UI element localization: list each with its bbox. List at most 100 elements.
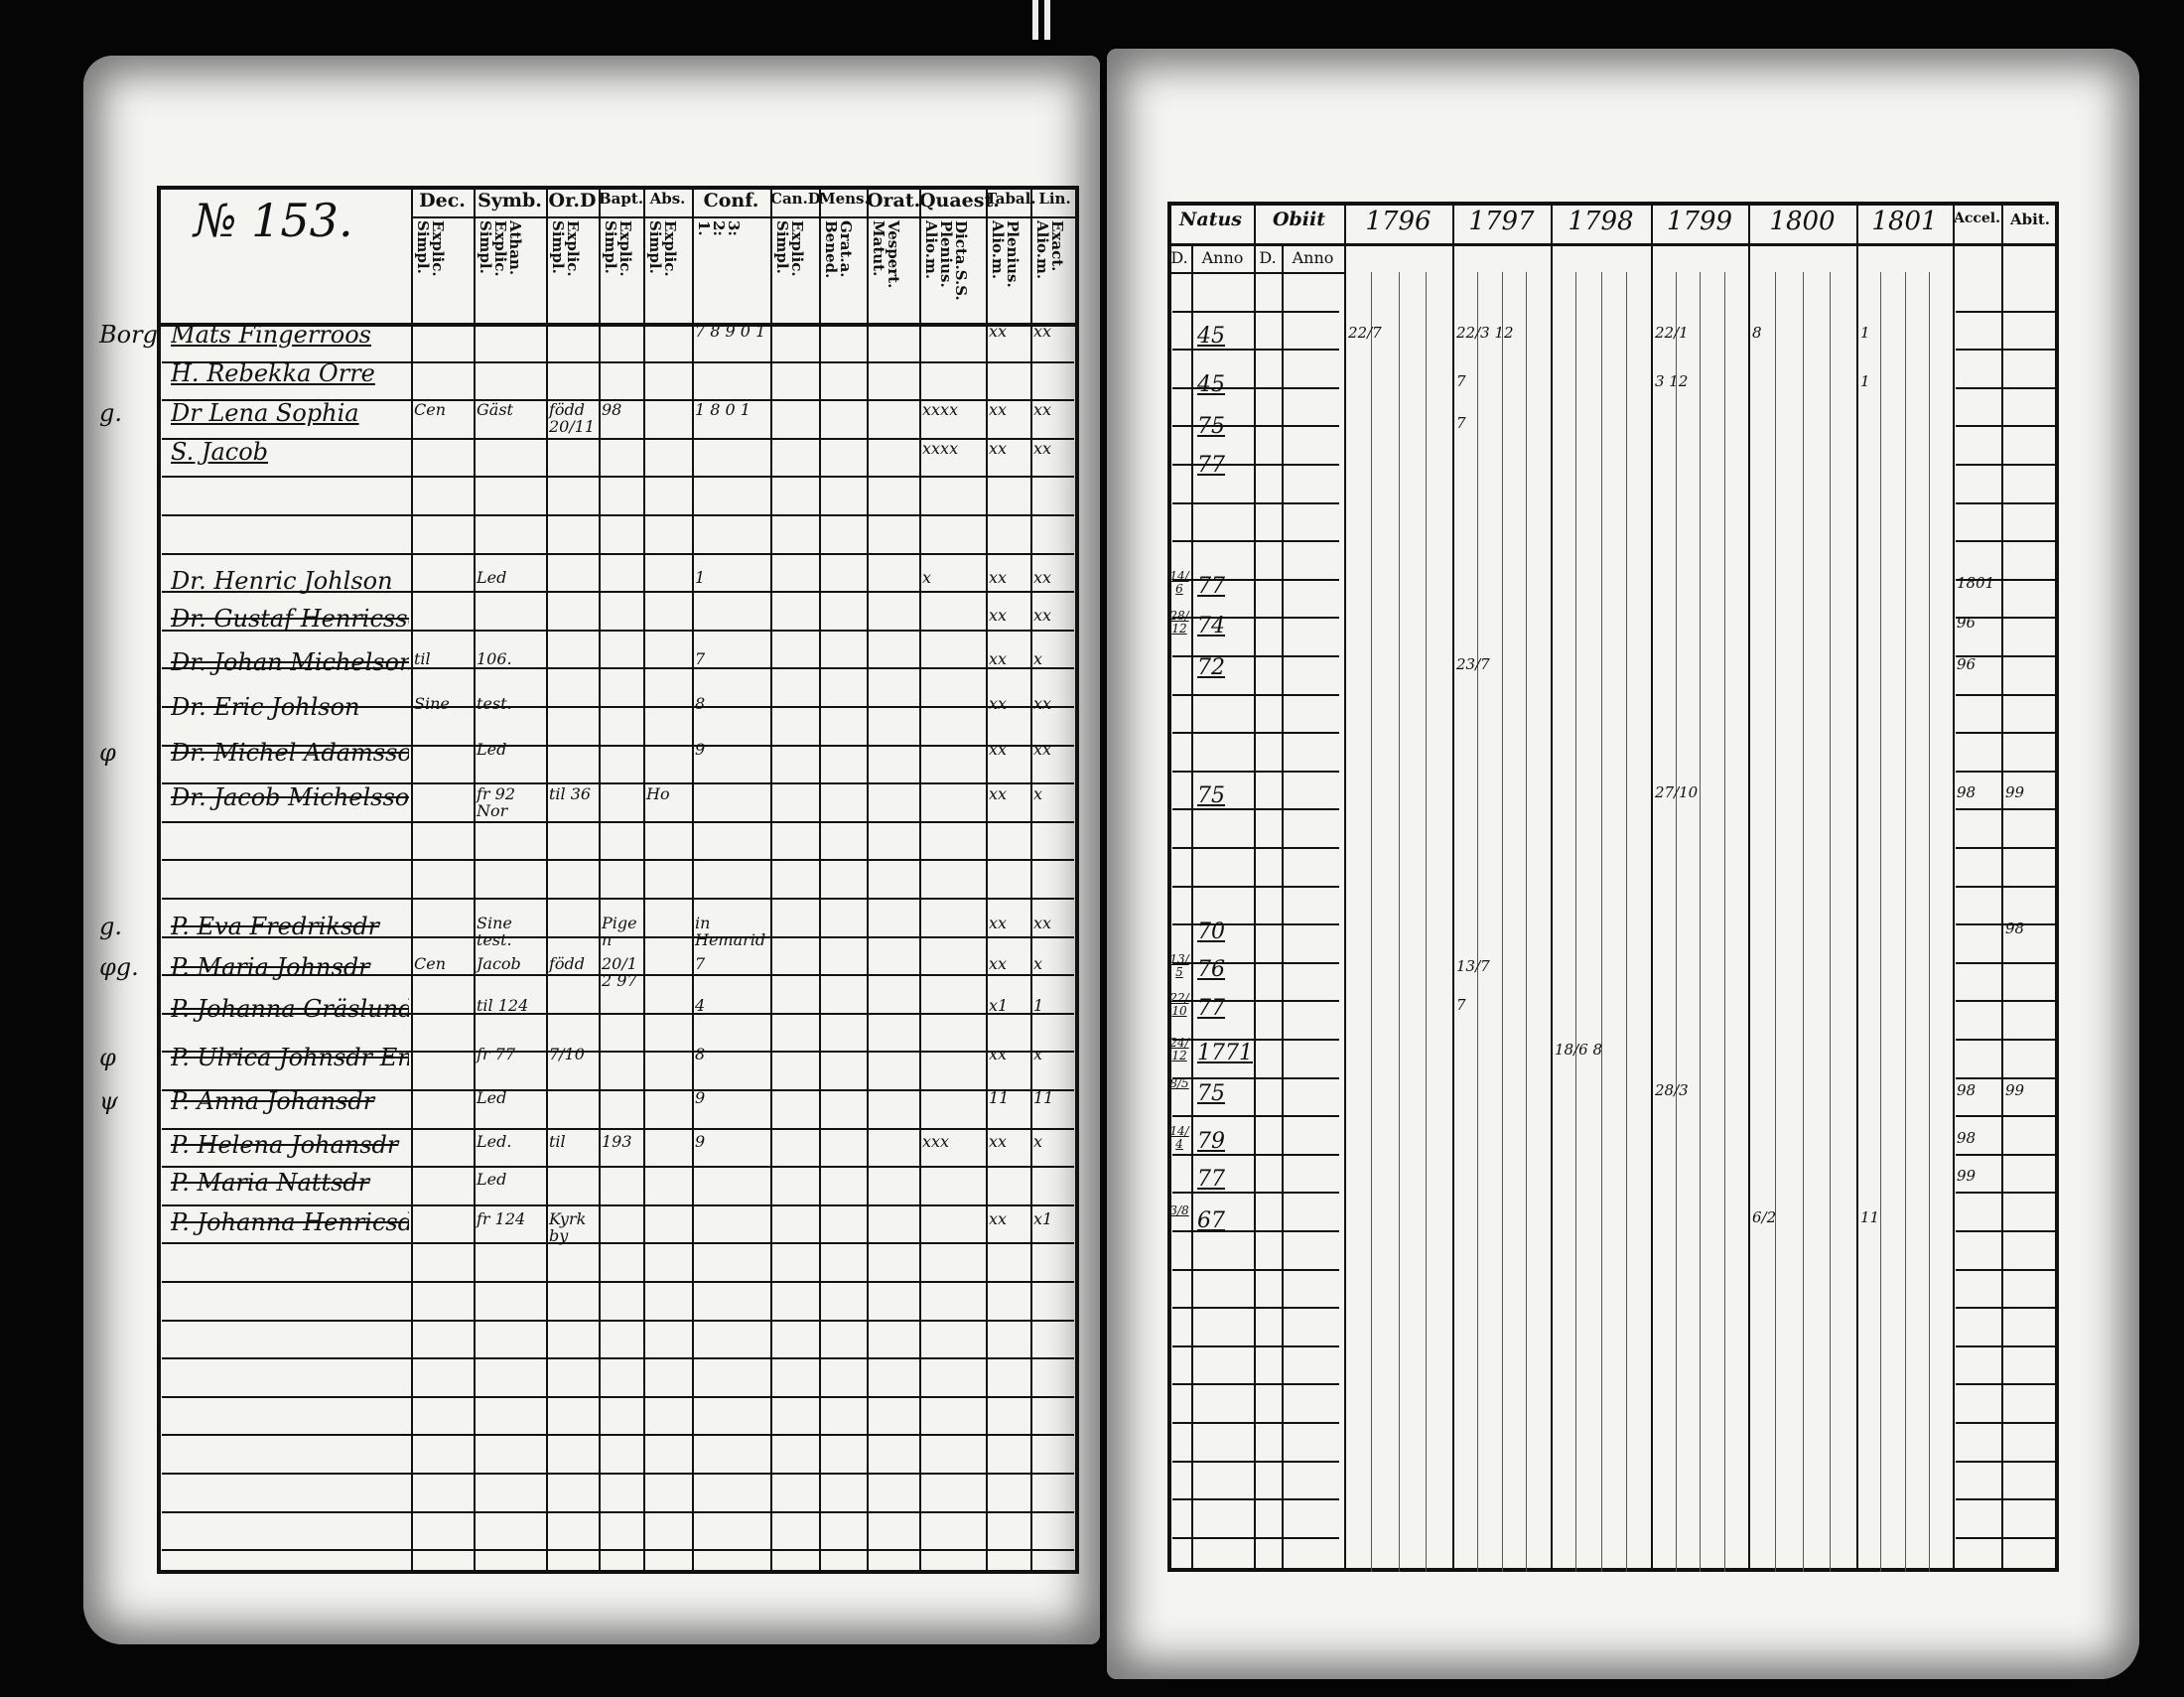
register-cell-entry: xxx [922,1132,950,1151]
birth-year: 75 [1197,1081,1225,1106]
rule-line [1956,425,2056,428]
rule-line [162,1357,1074,1360]
birth-year: 79 [1197,1129,1225,1154]
person-name: P. Maria Nattsdr [171,1169,370,1197]
rule-line [1172,1383,1339,1386]
column-header: Symb. [478,190,542,212]
rule-line [162,898,1074,900]
rule-line [1172,1115,1339,1118]
register-cell-entry: til [414,649,431,668]
rule-line [162,1281,1074,1283]
year-subcolumn-divider [1775,272,1777,1572]
year-note: 7 [1456,414,1466,432]
rule-line [162,1549,1074,1552]
rule-line [1956,1536,2056,1539]
register-cell-entry: 7/10 [549,1045,585,1063]
register-cell-entry: xx [989,1209,1008,1228]
year-subcolumn-divider [1928,272,1930,1572]
rule-line [1172,1153,1339,1156]
register-cell-entry: x [1033,649,1043,668]
birth-day: 28/12 [1169,609,1189,636]
register-cell-entry: xx [1033,568,1052,587]
row-margin-mark: Borg [99,321,158,349]
rule-line [162,935,1074,938]
right-register-table [1167,202,2059,1572]
year-header: 1797 [1468,207,1535,236]
subheader-d: D. [1170,248,1188,267]
column-subheader: Explic. Simpl. [602,220,634,277]
register-cell-entry: 1 [695,568,706,587]
register-cell-entry: Gäst [477,400,513,419]
person-name: Dr. Eric Johlson [171,693,360,721]
register-cell-entry: född 20/11 [549,400,596,436]
book-spine-mark [1044,0,1050,40]
subheader-d: D. [1259,248,1277,267]
column-subheader: Explic. Simpl. [773,220,806,277]
year-note: 13/7 [1456,957,1490,975]
register-cell-entry: xx [989,784,1008,803]
register-cell-entry: 1 8 0 1 [695,400,751,419]
year-note: 18/6 8 [1555,1041,1602,1059]
rule-line [162,591,1074,594]
rule-line [1956,1460,2056,1463]
birth-year: 1771 [1197,1041,1253,1065]
rule-line [1956,1076,2056,1079]
birth-day: 22/10 [1169,991,1189,1018]
rule-line [162,706,1074,708]
register-cell-entry: 1 [1033,996,1044,1015]
year-subcolumn-divider [1802,272,1804,1572]
column-divider [546,186,548,1574]
person-name: Mats Fingerroos [171,321,371,349]
column-divider [1651,202,1653,1572]
birth-day: 8/5 [1169,1076,1189,1090]
register-cell-entry: til [549,1132,566,1151]
rule-line [1172,1344,1339,1347]
column-divider [692,186,694,1574]
birth-year: 77 [1197,1167,1225,1192]
year-subcolumn-divider [1600,272,1602,1572]
right-page [1107,49,2139,1679]
birth-year: 77 [1197,574,1225,599]
rule-line [162,1051,1074,1054]
rule-line [1956,808,2056,811]
rule-line [1956,349,2056,352]
rule-line [162,514,1074,516]
column-header: Conf. [703,190,759,212]
rule-line [1956,1153,2056,1156]
row-margin-mark: φ [99,1044,116,1071]
rule-line [1956,1115,2056,1118]
row-margin-mark: g. [99,399,122,427]
year-subcolumn-divider [1829,272,1831,1572]
header-rule [1167,272,1344,274]
person-name: P. Ulrica Johnsdr Engquist [171,1044,409,1071]
register-cell-entry: xx [989,740,1008,759]
year-note: 22/7 [1348,324,1382,342]
register-cell-entry: x [1033,954,1043,973]
column-divider [867,186,869,1574]
year-subcolumn-divider [1700,272,1701,1572]
person-name: P. Johanna Henricsdr [171,1208,409,1236]
register-cell-entry: Jacob [477,954,521,973]
rule-line [1956,1422,2056,1424]
column-divider [986,186,988,1574]
rule-line [162,1473,1074,1475]
column-divider [1030,186,1032,1574]
header-rule [411,216,1079,218]
left-page [83,56,1100,1644]
abit-note: 99 [2005,783,2025,801]
year-header: 1798 [1568,207,1634,236]
rule-line [1956,1039,2056,1041]
person-name: Dr. Johan Michelson [171,648,409,676]
rule-line [1956,1307,2056,1310]
rule-line [1172,310,1339,313]
column-divider [1344,202,1346,1572]
year-note: 8 [1752,324,1762,342]
rule-line [162,552,1074,555]
register-cell-entry: 11 [1033,1088,1054,1107]
register-cell-entry: Cen [414,954,447,973]
register-cell-entry: fr 124 [477,1209,526,1228]
rule-line [1956,1230,2056,1232]
register-cell-entry: Cen [414,400,447,419]
birth-year: 74 [1197,614,1225,638]
year-subcolumn-divider [1371,272,1373,1572]
